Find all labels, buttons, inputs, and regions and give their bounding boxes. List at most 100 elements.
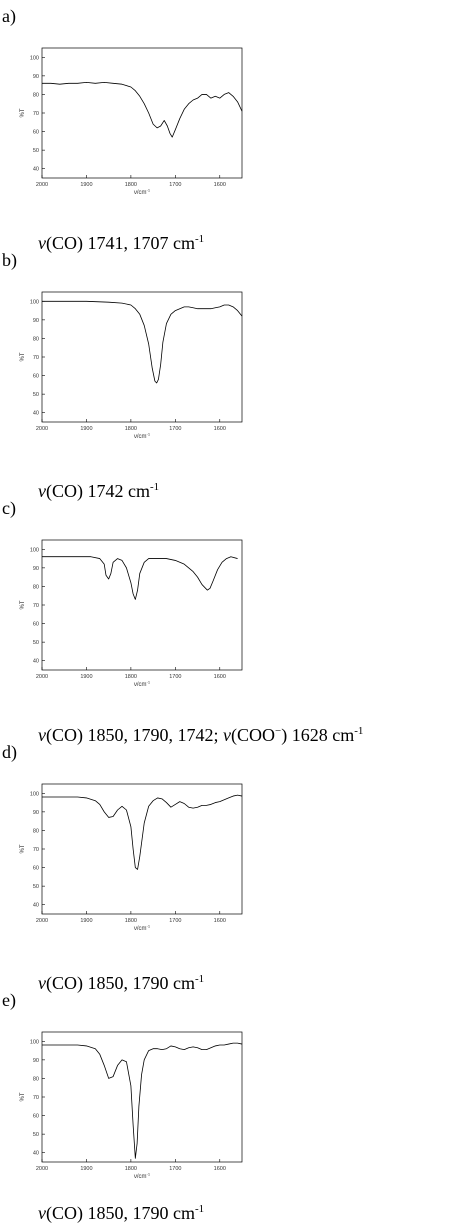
caption-sup: -1 — [194, 973, 205, 985]
caption-text: (CO) 1741, 1707 cm — [46, 233, 195, 253]
spectrum-line — [42, 794, 243, 870]
y-tick-label: 90 — [33, 566, 39, 572]
x-tick-label: 1800 — [125, 182, 137, 188]
y-tick-label: 90 — [33, 1058, 39, 1064]
y-tick-label: 80 — [33, 584, 39, 590]
spectrum-line — [42, 556, 238, 600]
x-tick-label: 2000 — [36, 182, 48, 188]
y-tick-label: 100 — [30, 547, 39, 553]
nu-symbol: ν — [38, 973, 46, 993]
x-tick-label: 1600 — [214, 918, 226, 924]
y-tick-label: 50 — [33, 392, 39, 398]
caption-text: (CO) 1850, 1790 cm — [46, 1203, 195, 1223]
y-tick-label: 80 — [33, 92, 39, 98]
x-axis-label: ν/cm-1 — [134, 924, 151, 933]
x-tick-label: 2000 — [36, 426, 48, 432]
caption-text: ) 1628 cm — [281, 725, 355, 745]
caption-text: (CO) 1850, 1790, 1742; — [46, 725, 219, 745]
panel-caption: ν(CO) 1850, 1790 cm-1 — [38, 1198, 204, 1224]
y-axis-label: %T — [20, 844, 26, 853]
ir-spectrum-chart: 40 50 60 70 80 90 100 2000 1900 1800 1700 1600 %T ν/c… — [14, 1004, 254, 1180]
y-tick-label: 60 — [33, 130, 39, 136]
x-tick-label: 1600 — [214, 182, 226, 188]
spectrum-svg: 40 50 60 70 80 90 100 2000 1900 1800 1700 1600 %T ν/c… — [20, 47, 243, 196]
y-tick-label: 70 — [33, 355, 39, 361]
y-tick-label: 60 — [33, 866, 39, 872]
y-tick-label: 90 — [33, 318, 39, 324]
y-tick-label: 40 — [33, 659, 39, 665]
ir-spectrum-chart: 40 50 60 70 80 90 100 2000 1900 1800 1700 1600 %T ν/c… — [14, 512, 254, 688]
ir-spectrum-chart: 40 50 60 70 80 90 100 2000 1900 1800 1700 1600 %T ν/c… — [14, 20, 254, 196]
panel-caption: ν(CO) 1850, 1790, 1742; ν(COO−) 1628 cm-… — [38, 720, 363, 746]
y-tick-label: 50 — [33, 640, 39, 646]
y-tick-label: 60 — [33, 622, 39, 628]
y-tick-label: 80 — [33, 828, 39, 834]
x-tick-label: 1900 — [80, 674, 92, 680]
x-tick-label: 1700 — [169, 182, 181, 188]
y-tick-label: 40 — [33, 903, 39, 909]
panel-letter: e) — [2, 990, 16, 1010]
nu-symbol: ν — [38, 1203, 46, 1223]
panel-caption: ν(CO) 1742 cm-1 — [38, 476, 159, 502]
y-axis-label: %T — [20, 1092, 26, 1101]
caption-sup: − — [275, 725, 282, 737]
x-axis-label: ν/cm-1 — [134, 432, 151, 441]
x-axis-label-sup: -1 — [147, 1172, 151, 1177]
x-axis-label-sup: -1 — [147, 924, 151, 929]
x-axis-label-sup: -1 — [147, 432, 151, 437]
panel-letter: c) — [2, 498, 16, 518]
caption-text: (CO) 1742 cm — [46, 481, 150, 501]
panel-letter: a) — [2, 6, 16, 26]
ir-spectrum-chart: 40 50 60 70 80 90 100 2000 1900 1800 1700 1600 %T ν/c… — [14, 264, 254, 440]
plot-frame — [41, 539, 243, 671]
panel-caption: ν(CO) 1741, 1707 cm-1 — [38, 228, 204, 254]
spectrum-line — [42, 81, 243, 138]
y-axis-label: %T — [20, 108, 26, 117]
y-tick-label: 70 — [33, 847, 39, 853]
panel-letter: b) — [2, 250, 17, 270]
x-tick-label: 2000 — [36, 918, 48, 924]
y-tick-label: 100 — [30, 299, 39, 305]
caption-sup: -1 — [194, 233, 205, 245]
x-axis-label: ν/cm-1 — [134, 188, 151, 197]
x-axis-label: ν/cm-1 — [134, 680, 151, 689]
x-tick-label: 1800 — [125, 674, 137, 680]
y-tick-label: 50 — [33, 1132, 39, 1138]
y-tick-label: 100 — [30, 791, 39, 797]
caption-sup: -1 — [354, 725, 364, 737]
x-tick-label: 1600 — [214, 1166, 226, 1172]
plot-frame — [41, 1031, 243, 1163]
y-tick-label: 60 — [33, 1114, 39, 1120]
caption-text: (COO — [231, 725, 275, 745]
y-tick-label: 100 — [30, 1039, 39, 1045]
caption-sup: -1 — [149, 481, 160, 493]
panel-letter: d) — [2, 742, 17, 762]
y-tick-label: 90 — [33, 74, 39, 80]
x-tick-label: 1700 — [169, 674, 181, 680]
spectrum-svg: 40 50 60 70 80 90 100 2000 1900 1800 1700 1600 %T ν/c… — [20, 783, 243, 932]
x-tick-label: 1800 — [125, 918, 137, 924]
y-tick-label: 80 — [33, 1076, 39, 1082]
y-tick-label: 70 — [33, 111, 39, 117]
plot-frame — [41, 47, 243, 179]
caption-text: (CO) 1850, 1790 cm — [46, 973, 195, 993]
x-axis-label-sup: -1 — [147, 188, 151, 193]
y-tick-label: 40 — [33, 167, 39, 173]
x-tick-label: 1800 — [125, 1166, 137, 1172]
x-tick-label: 1600 — [214, 674, 226, 680]
nu-symbol: ν — [38, 233, 46, 253]
y-axis-label: %T — [20, 352, 26, 361]
x-tick-label: 1700 — [169, 918, 181, 924]
nu-symbol: ν — [38, 725, 46, 745]
y-tick-label: 90 — [33, 810, 39, 816]
ir-spectrum-chart: 40 50 60 70 80 90 100 2000 1900 1800 1700 1600 %T ν/c… — [14, 756, 254, 932]
caption-sup: -1 — [194, 1203, 205, 1215]
x-axis-label-sup: -1 — [147, 680, 151, 685]
spectrum-svg: 40 50 60 70 80 90 100 2000 1900 1800 1700 1600 %T ν/c… — [20, 539, 243, 688]
x-axis-label: ν/cm-1 — [134, 1172, 151, 1181]
x-tick-label: 2000 — [36, 1166, 48, 1172]
y-tick-label: 100 — [30, 55, 39, 61]
y-tick-label: 50 — [33, 884, 39, 890]
y-tick-label: 40 — [33, 1151, 39, 1157]
y-tick-label: 40 — [33, 411, 39, 417]
